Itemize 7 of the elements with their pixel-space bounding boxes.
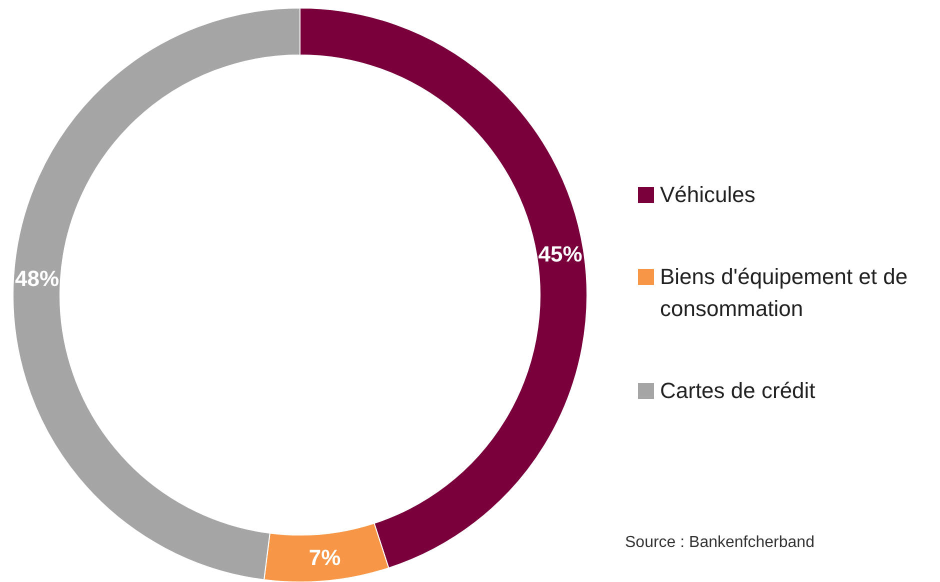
legend-label: Biens d'équipement et de consommation	[660, 264, 908, 321]
data-label: 48%	[14, 266, 60, 292]
legend-label: Cartes de crédit	[660, 378, 816, 403]
legend-label: Véhicules	[660, 182, 756, 207]
data-label: 7%	[308, 545, 341, 570]
source-note: Source : Bankenfcherband	[625, 534, 814, 551]
data-label: 45%	[538, 241, 582, 266]
